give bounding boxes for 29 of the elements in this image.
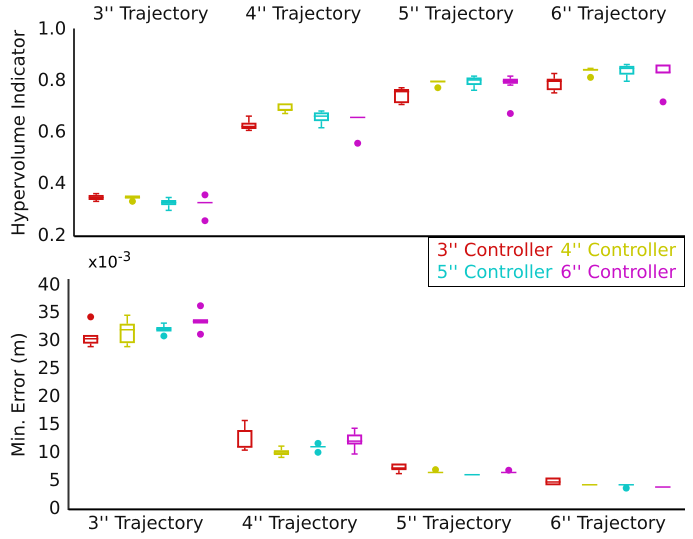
y-tick-label: 30 bbox=[38, 330, 61, 352]
y-tick-label: 0.6 bbox=[38, 122, 66, 143]
x-tick-label: 5'' Trajectory bbox=[398, 3, 514, 24]
y-tick-label: 0.4 bbox=[38, 173, 66, 194]
x-tick-label: 6'' Trajectory bbox=[550, 3, 667, 24]
y-tick-label: 0 bbox=[49, 498, 61, 520]
y-tick-label: 35 bbox=[38, 302, 61, 324]
x-tick-label: 3'' Trajectory bbox=[92, 3, 209, 24]
y-tick-label: 40 bbox=[38, 274, 61, 296]
y-tick-label: 0.2 bbox=[38, 224, 66, 246]
y-tick-label: 25 bbox=[38, 358, 61, 380]
text: 4'' Controller bbox=[560, 240, 676, 262]
x-tick-label: 3'' Trajectory bbox=[88, 512, 204, 534]
x-tick-label: 4'' Trajectory bbox=[242, 512, 358, 534]
y-tick-label: 15 bbox=[38, 414, 61, 436]
x-tick-label: 4'' Trajectory bbox=[245, 3, 362, 24]
text: 6'' Controller bbox=[560, 262, 676, 284]
text: x10$^{-3}$ bbox=[88, 250, 132, 272]
y-tick-label: 5 bbox=[49, 470, 61, 492]
x-tick-label: 5'' Trajectory bbox=[396, 512, 512, 534]
y-tick-label: 0.8 bbox=[38, 70, 66, 91]
text: 5'' Controller bbox=[436, 262, 552, 284]
x-tick-label: 6'' Trajectory bbox=[550, 512, 666, 534]
text: 3'' Controller bbox=[436, 240, 552, 262]
y-tick-label: 1.0 bbox=[38, 18, 66, 40]
y-tick-label: 10 bbox=[38, 442, 61, 464]
y-tick-label: 20 bbox=[38, 386, 61, 408]
y-axis-title: Hypervolume Indicator bbox=[8, 29, 30, 236]
y-axis-title: Min. Error (m) bbox=[8, 332, 30, 457]
